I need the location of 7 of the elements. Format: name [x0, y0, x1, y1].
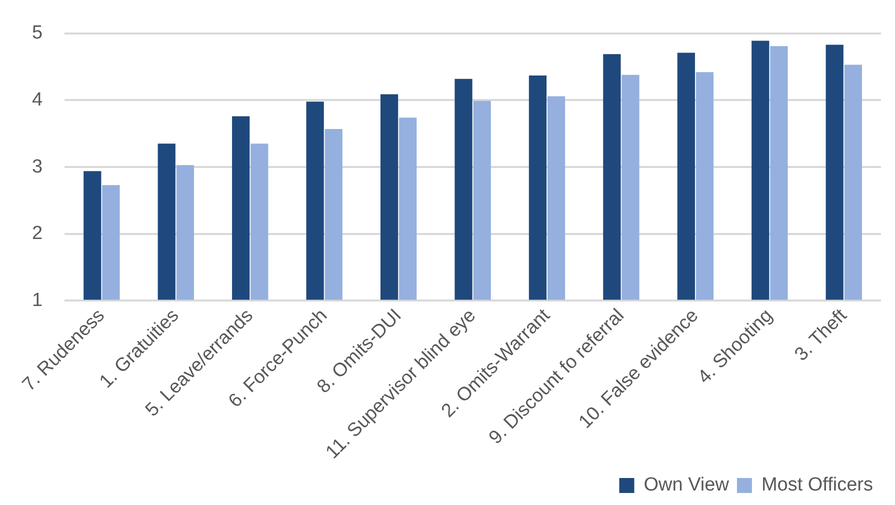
y-tick-label: 4: [32, 89, 43, 110]
legend-label: Own View: [644, 474, 730, 496]
y-tick-label: 1: [32, 290, 43, 311]
y-tick-label: 2: [32, 223, 43, 244]
y-tick-label: 3: [32, 156, 43, 178]
legend-label: Most Officers: [761, 474, 873, 496]
y-tick-label: 5: [32, 22, 43, 44]
